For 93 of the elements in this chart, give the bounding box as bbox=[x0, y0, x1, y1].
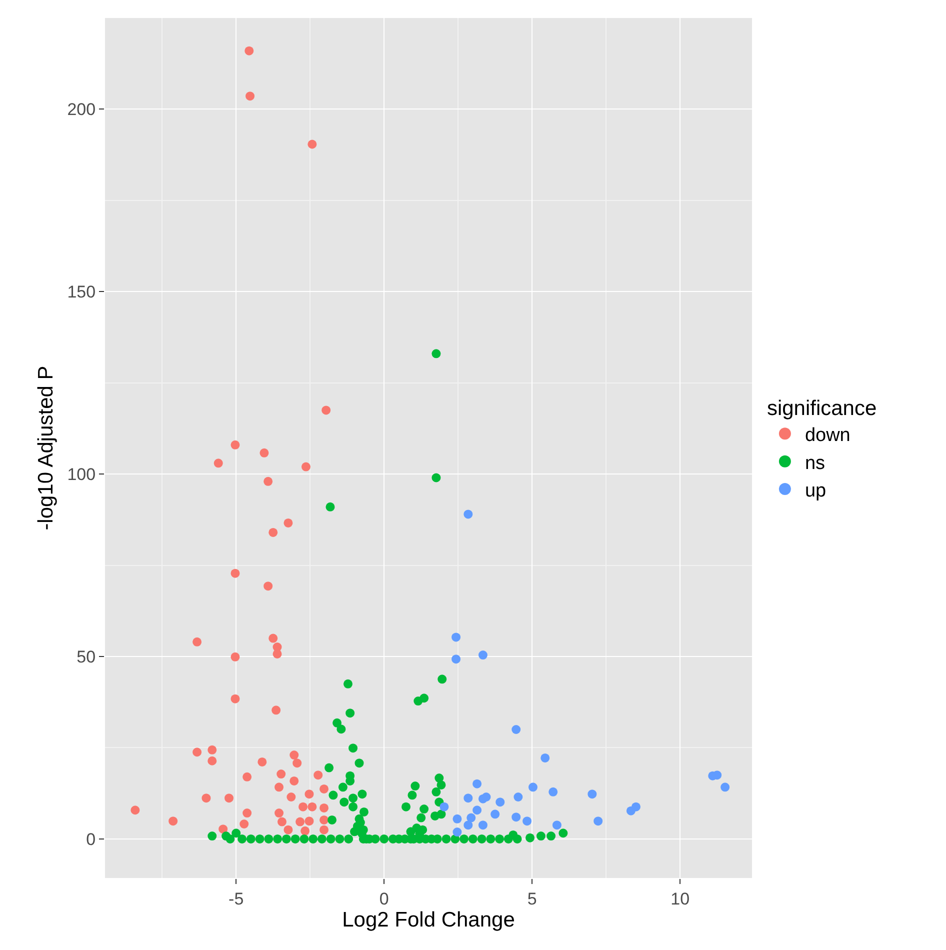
point bbox=[168, 816, 178, 826]
point bbox=[296, 817, 305, 826]
point bbox=[268, 634, 278, 643]
point bbox=[594, 816, 603, 826]
y-tick-label: 100 bbox=[67, 465, 96, 484]
y-tick-label: 0 bbox=[86, 830, 96, 849]
point bbox=[242, 772, 252, 782]
point bbox=[242, 808, 252, 818]
point bbox=[552, 820, 562, 830]
legend-title: significance bbox=[766, 396, 877, 420]
point bbox=[264, 582, 273, 591]
point bbox=[320, 815, 329, 824]
point bbox=[230, 440, 240, 450]
legend-label: up bbox=[804, 480, 826, 502]
point bbox=[284, 518, 293, 528]
point bbox=[208, 756, 217, 766]
point bbox=[631, 802, 640, 812]
point bbox=[274, 808, 284, 818]
point bbox=[202, 794, 211, 803]
point bbox=[264, 476, 273, 486]
point bbox=[514, 792, 523, 802]
point bbox=[246, 92, 255, 101]
point bbox=[478, 650, 488, 660]
point bbox=[512, 725, 521, 734]
point bbox=[290, 776, 299, 786]
point bbox=[274, 782, 284, 792]
point bbox=[466, 813, 476, 822]
point bbox=[286, 792, 296, 802]
y-tick-label: 150 bbox=[67, 282, 96, 302]
point bbox=[240, 820, 249, 828]
x-tick-label: 10 bbox=[670, 889, 690, 908]
legend-label: ns bbox=[804, 452, 826, 474]
point bbox=[292, 758, 302, 768]
point bbox=[298, 802, 308, 812]
point bbox=[301, 462, 310, 472]
point bbox=[214, 458, 223, 468]
point bbox=[522, 816, 532, 826]
point bbox=[464, 510, 473, 519]
point bbox=[540, 753, 550, 762]
point bbox=[528, 782, 538, 792]
point bbox=[276, 770, 286, 779]
point bbox=[192, 748, 202, 757]
point bbox=[440, 802, 449, 812]
point bbox=[452, 632, 461, 642]
point bbox=[314, 770, 323, 780]
point bbox=[320, 825, 329, 834]
point bbox=[277, 817, 286, 826]
x-axis-title: Log2 Fold Change bbox=[342, 908, 515, 932]
point bbox=[258, 757, 267, 766]
point bbox=[478, 820, 488, 830]
point bbox=[452, 828, 462, 837]
point bbox=[320, 784, 329, 794]
point bbox=[192, 637, 202, 646]
y-tick-label: 200 bbox=[67, 100, 96, 120]
point bbox=[224, 794, 234, 803]
point bbox=[464, 794, 473, 803]
point bbox=[290, 750, 299, 760]
x-tick-label: 5 bbox=[527, 889, 537, 908]
point bbox=[482, 792, 491, 802]
legend-label: down bbox=[804, 425, 850, 446]
y-axis-title: -log10 Adjusted P bbox=[34, 366, 58, 530]
point bbox=[308, 802, 317, 812]
y-tick-label: 50 bbox=[76, 647, 96, 666]
point bbox=[322, 406, 331, 415]
point bbox=[472, 806, 482, 815]
point bbox=[300, 826, 310, 836]
point bbox=[320, 803, 329, 812]
point bbox=[304, 816, 314, 826]
point bbox=[230, 568, 240, 578]
point bbox=[130, 806, 140, 815]
point bbox=[208, 745, 217, 754]
x-tick-label: 0 bbox=[379, 889, 389, 908]
point bbox=[304, 790, 314, 799]
point bbox=[260, 448, 269, 458]
point bbox=[548, 787, 558, 796]
point bbox=[452, 654, 461, 664]
point bbox=[512, 812, 521, 822]
point bbox=[218, 824, 228, 834]
point bbox=[496, 798, 505, 807]
point bbox=[230, 652, 240, 662]
point bbox=[268, 528, 278, 537]
point bbox=[452, 814, 462, 824]
point bbox=[464, 820, 473, 830]
point bbox=[284, 825, 293, 834]
point bbox=[230, 694, 240, 704]
point bbox=[272, 706, 281, 715]
point bbox=[588, 790, 597, 799]
point bbox=[490, 810, 500, 819]
point bbox=[308, 140, 317, 149]
x-tick-label: -5 bbox=[228, 889, 244, 908]
point bbox=[244, 46, 254, 56]
point bbox=[472, 779, 482, 788]
point bbox=[720, 782, 730, 792]
